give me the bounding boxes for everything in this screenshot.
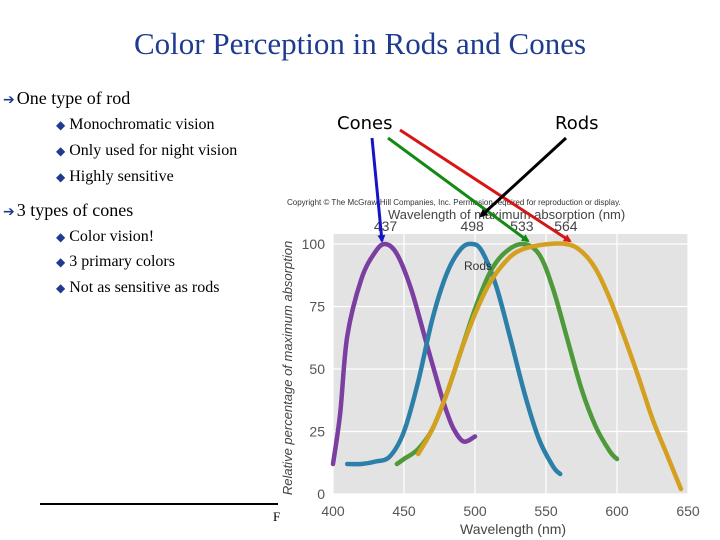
grid — [332, 234, 689, 495]
y-tick-label: 0 — [317, 486, 325, 502]
peak-label: 564 — [554, 218, 578, 234]
x-tick-label: 500 — [463, 503, 487, 519]
absorption-curve-437 — [330, 241, 478, 467]
x-tick-label: 550 — [534, 503, 558, 519]
page-title: Color Perception in Rods and Cones — [133, 26, 587, 61]
y-tick-label: 50 — [309, 361, 325, 377]
sub-bullet-sensitive: ◆ Highly sensitive — [56, 168, 174, 185]
copyright-text: Copyright © The McGraw-Hill Companies, I… — [287, 198, 621, 207]
x-tick-label: 600 — [605, 503, 629, 519]
rods-label: Rods — [555, 113, 599, 134]
y-axis-title: Relative percentage of maximum absorptio… — [280, 241, 295, 495]
sub-bullet-monochromatic: ◆ Monochromatic vision — [56, 116, 215, 133]
peak-label: 533 — [510, 218, 534, 234]
diamond-bullet-icon: ◆ — [56, 118, 66, 132]
x-tick-label: 400 — [321, 503, 345, 519]
clipped-text: F — [273, 509, 281, 524]
y-tick-label: 100 — [302, 236, 326, 252]
diamond-bullet-icon: ◆ — [56, 144, 66, 158]
y-tick-label: 75 — [309, 299, 325, 315]
arrow-right-icon: ➔ — [3, 92, 15, 108]
divider-line — [40, 503, 278, 505]
x-axis-title: Wavelength (nm) — [460, 521, 566, 537]
x-tick-label: 450 — [392, 503, 416, 519]
bullet-rod: ➔ One type of rod — [3, 88, 131, 108]
absorption-figure: Copyright © The McGraw-Hill Companies, I… — [280, 198, 700, 537]
arrow-right-icon: ➔ — [3, 204, 15, 220]
absorption-curves — [330, 241, 684, 492]
diamond-bullet-icon: ◆ — [56, 170, 66, 184]
sub-bullet-color-vision: ◆ Color vision! — [56, 228, 155, 245]
absorption-curve-498 — [344, 241, 563, 477]
diamond-bullet-icon: ◆ — [56, 230, 66, 244]
bullet-cones: ➔ 3 types of cones — [3, 200, 134, 220]
diamond-bullet-icon: ◆ — [56, 255, 66, 269]
peak-label: 437 — [374, 218, 398, 234]
sub-bullet-night-vision: ◆ Only used for night vision — [56, 142, 238, 159]
top-axis-title: Wavelength of maximum absorption (nm) — [388, 207, 625, 222]
rods-curve-label: Rods — [464, 259, 492, 273]
sub-bullet-less-sensitive: ◆ Not as sensitive as rods — [56, 279, 220, 296]
diamond-bullet-icon: ◆ — [56, 281, 66, 295]
absorption-curve-564 — [415, 241, 684, 492]
cones-label: Cones — [337, 113, 393, 134]
peak-label: 498 — [460, 218, 484, 234]
x-tick-label: 650 — [676, 503, 700, 519]
y-tick-label: 25 — [309, 424, 325, 440]
sub-bullet-primary-colors: ◆ 3 primary colors — [56, 253, 175, 270]
